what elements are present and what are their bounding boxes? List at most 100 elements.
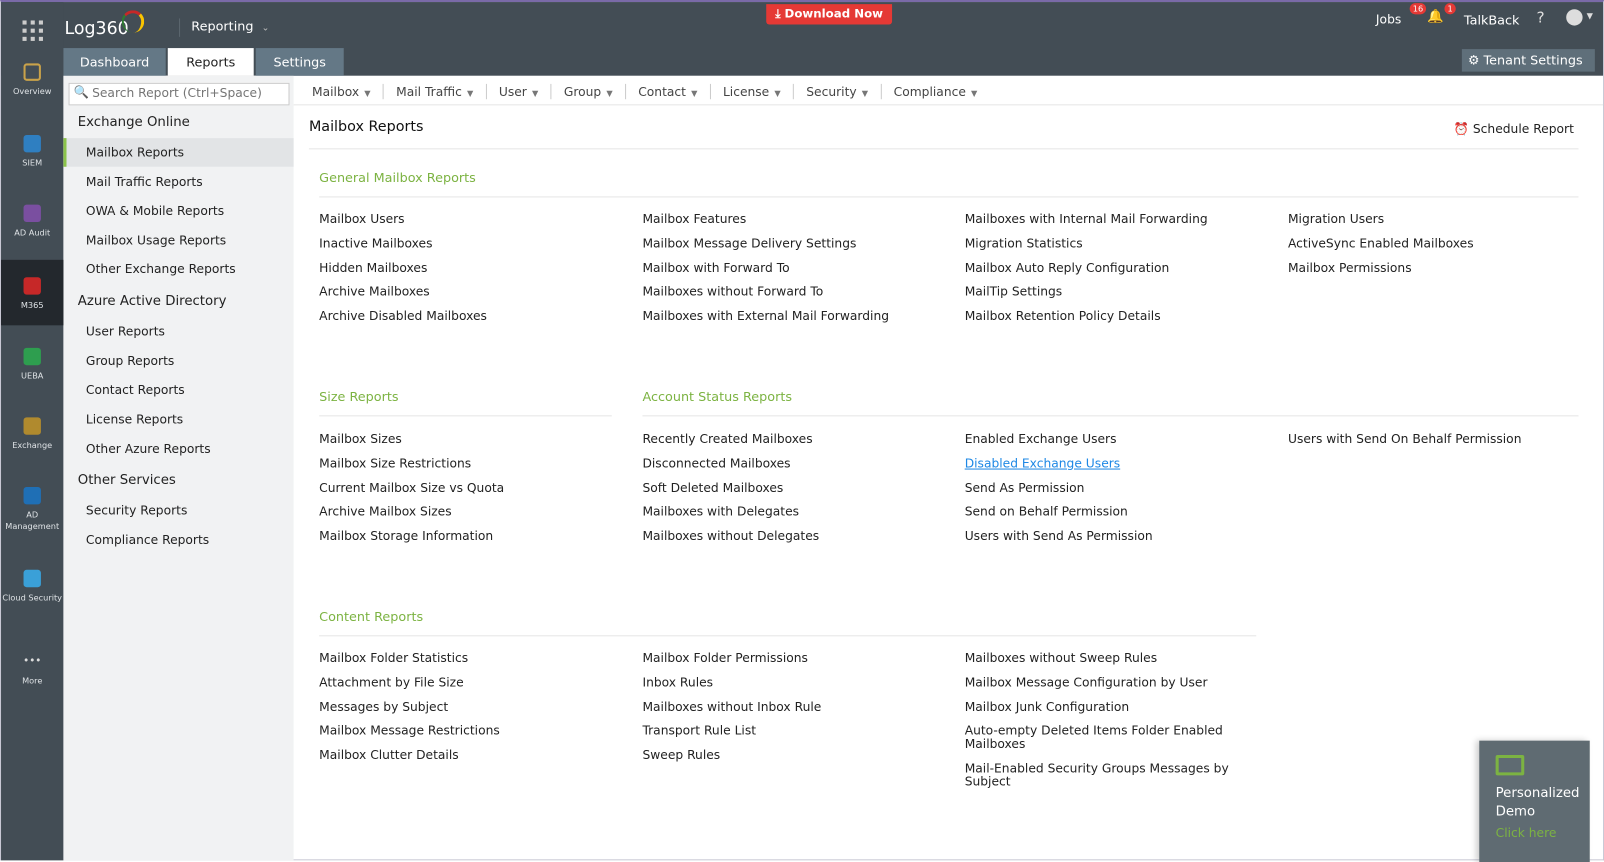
personalized-demo-panel[interactable]: Personalized Demo Click here: [1479, 740, 1590, 862]
menu-label: Mailbox: [312, 84, 360, 99]
sidebar-item[interactable]: Other Exchange Reports: [85, 261, 236, 277]
report-link[interactable]: Mailboxes without Delegates: [642, 529, 820, 544]
report-link[interactable]: Mailbox Sizes: [319, 431, 402, 447]
report-link[interactable]: Inactive Mailboxes: [319, 236, 433, 251]
tab-dashboard[interactable]: Dashboard: [63, 48, 166, 76]
report-link[interactable]: Mailbox Users: [319, 211, 405, 227]
user-avatar-icon[interactable]: [1566, 9, 1583, 26]
report-link[interactable]: Migration Users: [1287, 211, 1385, 227]
rail-item-cloud-security[interactable]: Cloud Security: [1, 569, 63, 604]
report-link[interactable]: Mailbox Size Restrictions: [319, 456, 472, 471]
sidebar-item[interactable]: Mailbox Reports: [63, 138, 294, 167]
search-input[interactable]: [92, 85, 285, 101]
report-link[interactable]: Mailbox Features: [642, 211, 747, 227]
report-link[interactable]: Mailbox Message Configuration by User: [964, 674, 1208, 690]
report-link[interactable]: Users with Send On Behalf Permission: [1287, 431, 1522, 447]
report-link[interactable]: MailTip Settings: [964, 284, 1063, 300]
report-link[interactable]: Disconnected Mailboxes: [642, 456, 791, 471]
rail-item-ad-audit[interactable]: AD Audit: [1, 204, 63, 239]
sidebar-item[interactable]: License Reports: [85, 412, 184, 427]
report-link[interactable]: Send As Permission: [964, 480, 1085, 495]
report-link[interactable]: Mail-Enabled Security Groups Messages by…: [964, 761, 1229, 790]
sidebar-item[interactable]: Group Reports: [85, 353, 175, 369]
jobs-button[interactable]: Jobs: [1375, 12, 1402, 27]
report-link[interactable]: Disabled Exchange Users: [964, 456, 1121, 471]
report-link[interactable]: Mailboxes with Delegates: [642, 504, 800, 520]
report-link[interactable]: Mailbox Message Delivery Settings: [642, 236, 857, 251]
report-link[interactable]: Auto-empty Deleted Items Folder Enabled …: [964, 723, 1223, 752]
report-link[interactable]: Mailboxes without Sweep Rules: [964, 650, 1158, 665]
report-link[interactable]: Soft Deleted Mailboxes: [642, 480, 784, 495]
report-link[interactable]: Mailbox Storage Information: [319, 529, 494, 544]
report-link[interactable]: Mailbox Auto Reply Configuration: [964, 260, 1170, 275]
magnifier-icon: [23, 204, 41, 222]
envelope-icon: [23, 417, 41, 435]
sidebar-item[interactable]: Mailbox Usage Reports: [85, 233, 227, 248]
sidebar-item[interactable]: Mail Traffic Reports: [85, 174, 203, 190]
report-link[interactable]: Mailboxes with Internal Mail Forwarding: [964, 211, 1208, 227]
report-link[interactable]: Enabled Exchange Users: [964, 431, 1117, 447]
report-link[interactable]: Mailbox Folder Permissions: [642, 650, 808, 665]
report-link[interactable]: Messages by Subject: [319, 699, 449, 714]
schedule-report-button[interactable]: ⏰ Schedule Report: [1454, 122, 1574, 136]
report-link[interactable]: Hidden Mailboxes: [319, 260, 428, 275]
sidebar-item[interactable]: Other Azure Reports: [85, 441, 211, 457]
help-button[interactable]: ?: [1536, 8, 1545, 27]
rail-item-exchange[interactable]: Exchange: [1, 417, 63, 451]
caret-down-icon: ▼: [364, 88, 371, 98]
section-divider: [319, 415, 612, 417]
download-now-button[interactable]: ⤓ Download Now: [766, 4, 893, 25]
tenant-settings-button[interactable]: ⚙ Tenant Settings: [1461, 49, 1595, 72]
report-link[interactable]: Mailbox Message Restrictions: [319, 723, 500, 738]
demo-cta-link[interactable]: Click here: [1495, 825, 1557, 840]
menu-security[interactable]: Security ▼: [806, 84, 868, 98]
report-link[interactable]: Mailbox Junk Configuration: [964, 699, 1130, 714]
rail-item-m365[interactable]: M365: [1, 259, 64, 326]
report-link[interactable]: Mailbox Permissions: [1287, 260, 1412, 275]
report-link[interactable]: Sweep Rules: [642, 748, 721, 763]
report-link[interactable]: ActiveSync Enabled Mailboxes: [1287, 236, 1474, 251]
rail-item-more[interactable]: ••• More: [1, 653, 63, 687]
sidebar-item[interactable]: User Reports: [85, 324, 165, 339]
menu-contact[interactable]: Contact ▼: [638, 84, 697, 98]
rail-item-siem[interactable]: SIEM: [1, 135, 63, 169]
module-dropdown[interactable]: Reporting ⌄: [191, 18, 269, 33]
report-link[interactable]: Transport Rule List: [642, 723, 757, 738]
menu-mailbox[interactable]: Mailbox ▼: [312, 84, 371, 98]
tab-reports[interactable]: Reports: [167, 48, 254, 76]
menu-license[interactable]: License ▼: [723, 84, 781, 98]
apps-grid-icon[interactable]: [22, 20, 43, 41]
sidebar-item[interactable]: Security Reports: [85, 503, 188, 518]
report-link[interactable]: Send on Behalf Permission: [964, 504, 1128, 520]
report-link[interactable]: Mailboxes without Inbox Rule: [642, 699, 822, 714]
report-link[interactable]: Mailbox Retention Policy Details: [964, 309, 1161, 324]
menu-compliance[interactable]: Compliance ▼: [894, 84, 978, 98]
search-input-box[interactable]: 🔍: [68, 82, 290, 106]
sidebar-item[interactable]: OWA & Mobile Reports: [85, 203, 225, 218]
report-link[interactable]: Attachment by File Size: [319, 674, 464, 690]
menu-group[interactable]: Group ▼: [564, 84, 613, 98]
report-link[interactable]: Archive Disabled Mailboxes: [319, 309, 487, 324]
report-link[interactable]: Mailboxes with External Mail Forwarding: [642, 309, 890, 324]
report-link[interactable]: Archive Mailbox Sizes: [319, 504, 452, 520]
tab-settings[interactable]: Settings: [255, 48, 344, 76]
sidebar-item[interactable]: Compliance Reports: [85, 532, 210, 548]
report-link[interactable]: Users with Send As Permission: [964, 529, 1153, 544]
report-link[interactable]: Mailbox Clutter Details: [319, 748, 459, 763]
report-link[interactable]: Archive Mailboxes: [319, 284, 430, 300]
bell-icon[interactable]: 🔔: [1427, 9, 1444, 25]
report-link[interactable]: Inbox Rules: [642, 674, 714, 690]
menu-user[interactable]: User ▼: [499, 84, 538, 98]
report-link[interactable]: Migration Statistics: [964, 236, 1083, 251]
report-link[interactable]: Current Mailbox Size vs Quota: [319, 480, 505, 495]
report-link[interactable]: Mailbox Folder Statistics: [319, 650, 469, 665]
report-link[interactable]: Recently Created Mailboxes: [642, 431, 813, 447]
rail-item-ueba[interactable]: UEBA: [1, 347, 63, 382]
rail-item-overview[interactable]: Overview: [1, 63, 63, 97]
sidebar-item[interactable]: Contact Reports: [85, 382, 185, 397]
report-link[interactable]: Mailboxes without Forward To: [642, 284, 824, 300]
rail-item-ad-management[interactable]: AD Management: [1, 486, 63, 532]
report-link[interactable]: Mailbox with Forward To: [642, 260, 790, 275]
talkback-button[interactable]: TalkBack: [1463, 12, 1520, 28]
menu-mail-traffic[interactable]: Mail Traffic ▼: [396, 84, 473, 98]
